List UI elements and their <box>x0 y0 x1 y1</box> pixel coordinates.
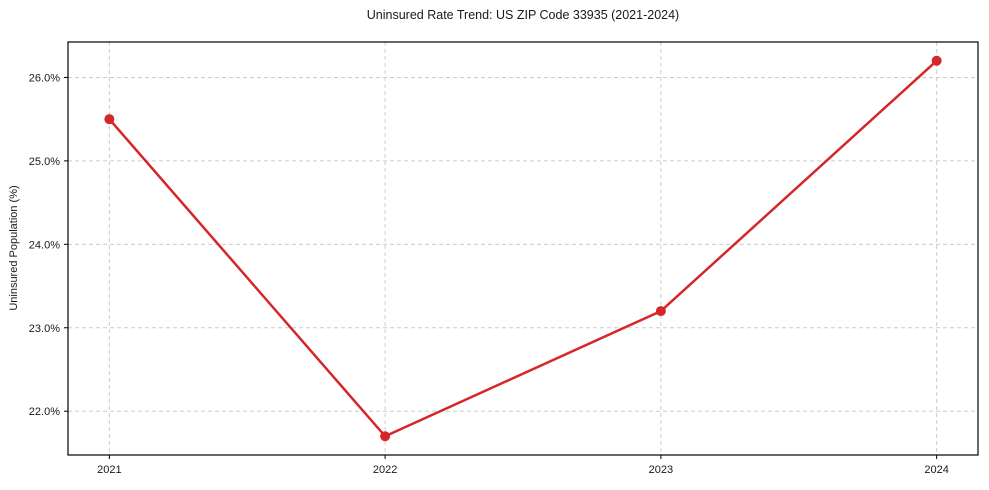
trend-line <box>108 59 938 438</box>
data-point-marker <box>380 431 391 442</box>
data-point-marker <box>931 55 942 66</box>
y-tick-label: 24.0% <box>29 239 60 251</box>
plot-border <box>67 41 979 456</box>
x-tick-label: 2022 <box>373 464 397 476</box>
chart-title: Uninsured Rate Trend: US ZIP Code 33935 … <box>366 8 680 22</box>
x-tick-label: 2024 <box>924 464 948 476</box>
y-tick-label: 22.0% <box>29 406 60 418</box>
data-point-marker <box>655 306 666 317</box>
y-tick-label: 25.0% <box>29 156 60 168</box>
data-point-marker <box>104 114 115 125</box>
y-axis-label: Uninsured Population (%) <box>8 185 20 311</box>
x-tick-label: 2021 <box>97 464 121 476</box>
x-tick-label: 2023 <box>649 464 673 476</box>
y-tick-label: 26.0% <box>29 72 60 84</box>
y-tick-label: 23.0% <box>29 323 60 335</box>
